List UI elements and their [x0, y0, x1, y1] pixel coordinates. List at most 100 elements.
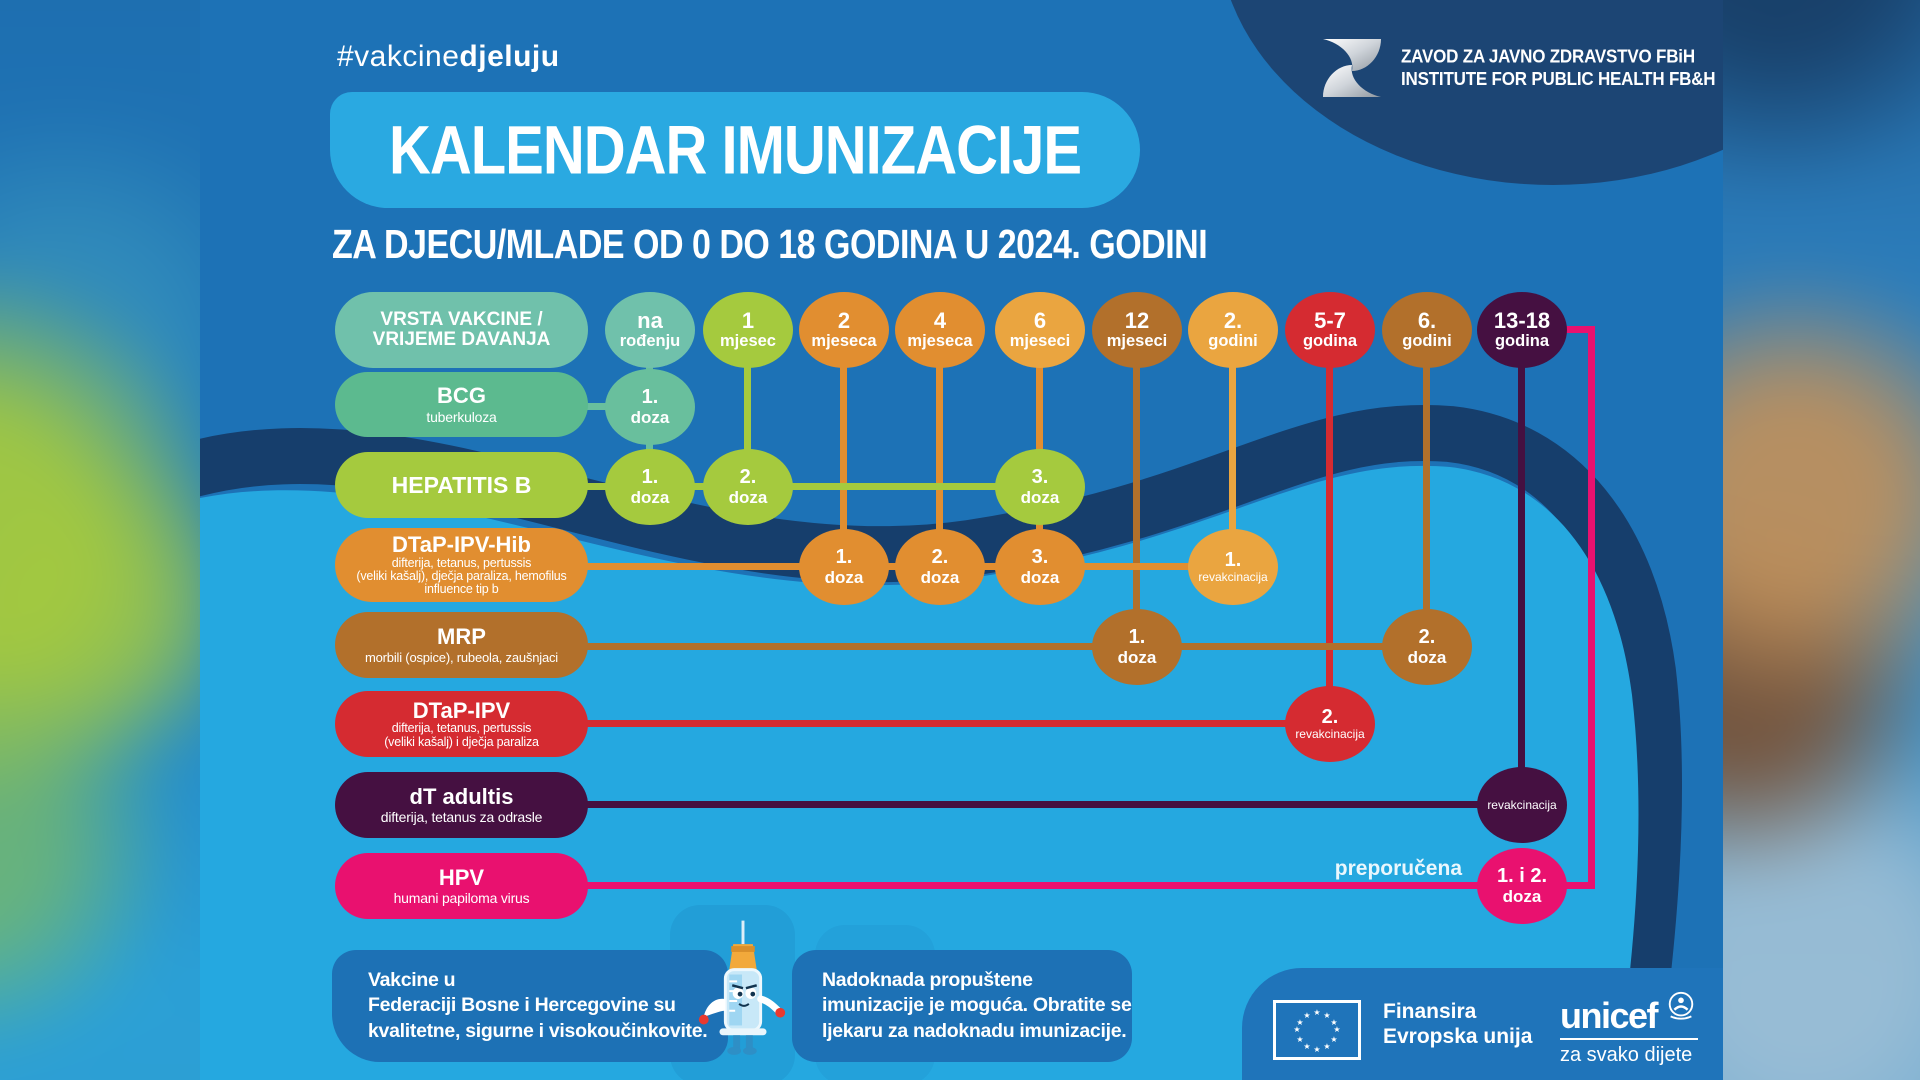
- row-pill-dtap-ipv-hib: DTaP-IPV-Hib difterija, tetanus, pertuss…: [335, 528, 588, 602]
- column-label: na: [637, 308, 663, 334]
- dose-label: doza: [1502, 886, 1542, 906]
- column-label: 5-7: [1314, 308, 1346, 334]
- line-2y-column: [1229, 355, 1236, 567]
- column-label: 13-18: [1493, 308, 1551, 334]
- row-pill-dtap-ipv: DTaP-IPV difterija, tetanus, pertussis (…: [335, 691, 588, 757]
- vaccine-name: BCG: [437, 383, 486, 409]
- column-label: godini: [1208, 331, 1258, 350]
- column-5-7-years: 5-7 godina: [1285, 292, 1375, 368]
- dose-hepb-1: 1. doza: [605, 449, 695, 525]
- row-pill-dt-adultis: dT adultis difterija, tetanus za odrasle: [335, 772, 588, 838]
- dose-hepb-2: 2. doza: [703, 449, 793, 525]
- note-panel-quality: Vakcine u Federaciji Bosne i Hercegovine…: [332, 950, 728, 1062]
- corner-line1: VRSTA VAKCINE /: [380, 308, 543, 330]
- dose-dtap-hib-3: 3. doza: [995, 529, 1085, 605]
- note-line: kvalitetne, sigurne i visokoučinkovite.: [368, 1019, 708, 1042]
- line-hpv-row: [580, 882, 1592, 889]
- row-pill-hpv: HPV humani papiloma virus: [335, 853, 588, 919]
- vaccine-desc: morbili (ospice), rubeola, zaušnjaci: [365, 649, 558, 665]
- unicef-tagline: za svako dijete: [1560, 1044, 1693, 1066]
- corner-header-pill: VRSTA VAKCINE / VRIJEME DAVANJA: [335, 292, 588, 368]
- note-line: ljekaru za nadoknadu imunizacije.: [822, 1019, 1127, 1042]
- eu-flag-icon: ★ ★ ★ ★ ★ ★ ★ ★ ★ ★ ★ ★: [1273, 1000, 1361, 1060]
- column-13-18-years: 13-18 godina: [1477, 292, 1567, 368]
- vaccine-desc: difterija, tetanus, pertussis: [391, 555, 532, 570]
- column-label: 2.: [1223, 308, 1243, 334]
- dose-number: 2.: [1321, 705, 1339, 728]
- line-1m-column: [744, 355, 751, 487]
- dose-dtap-hib-2: 2. doza: [895, 529, 985, 605]
- line-12m-column: [1133, 355, 1140, 647]
- dose-hpv-1-2: 1. i 2. doza: [1477, 848, 1567, 924]
- title-banner: KALENDAR IMUNIZACIJE: [330, 92, 1140, 208]
- dose-dtap-hib-1: 1. doza: [799, 529, 889, 605]
- hashtag-normal: #vakcine: [337, 40, 460, 73]
- line-6y-column: [1423, 355, 1430, 647]
- dose-number: 2.: [739, 466, 757, 489]
- dose-label: doza: [728, 487, 768, 507]
- column-label: mjeseci: [1106, 331, 1168, 350]
- poster-content: #vakcinedjeluju ZAVOD ZA JAVNO ZDRAVSTVO…: [200, 0, 1723, 1080]
- dose-label: doza: [630, 487, 670, 507]
- vaccine-desc: humani papiloma virus: [393, 890, 530, 907]
- dose-dt-adultis-revacc: revakcinacija: [1477, 767, 1567, 843]
- eu-funding-label: Finansira Evropska unija: [1383, 1000, 1532, 1050]
- line-hepb-row: [580, 483, 1040, 490]
- line-13-18y-column: [1518, 355, 1525, 805]
- blurred-backdrop-left: [0, 0, 200, 1080]
- dose-number: 1.: [1128, 626, 1146, 649]
- dose-number: 3.: [1031, 466, 1049, 489]
- column-label: godini: [1402, 331, 1452, 350]
- dose-mrp-2: 2. doza: [1382, 609, 1472, 685]
- column-12-months: 12 mjeseci: [1092, 292, 1182, 368]
- note-line: imunizacije je moguća. Obratite se: [822, 994, 1132, 1017]
- unicef-logo: unicef za svako dijete: [1560, 990, 1698, 1067]
- note-line: Nadoknada propuštene: [822, 968, 1033, 991]
- syringe-mascot-icon: [698, 920, 786, 1055]
- unicef-wordmark: unicef: [1560, 995, 1659, 1036]
- campaign-hashtag: #vakcinedjeluju: [337, 40, 560, 74]
- navy-wave: [200, 404, 1683, 1080]
- page-title: KALENDAR IMUNIZACIJE: [388, 111, 1082, 189]
- institute-logo-icon: [1323, 39, 1381, 97]
- dose-number: 3.: [1031, 546, 1049, 569]
- dose-label: doza: [630, 407, 670, 427]
- unicef-divider: [1560, 1038, 1698, 1040]
- page-subtitle: ZA DJECU/MLADE OD 0 DO 18 GODINA U 2024.…: [332, 222, 1208, 268]
- column-label: rođenju: [619, 331, 681, 350]
- column-label: mjeseci: [1009, 331, 1071, 350]
- dose-number: 2.: [1418, 626, 1436, 649]
- column-label: mjeseca: [907, 331, 973, 350]
- column-birth: na rođenju: [605, 292, 695, 368]
- dose-number: 1. i 2.: [1496, 865, 1548, 888]
- column-4-months: 4 mjeseca: [895, 292, 985, 368]
- corner-line2: VRIJEME DAVANJA: [372, 329, 551, 350]
- dose-hepb-3: 3. doza: [995, 449, 1085, 525]
- dose-label: doza: [1407, 647, 1447, 667]
- line-dt-adultis-row: [580, 801, 1522, 808]
- note-panel-catchup: Nadoknada propuštene imunizacije je mogu…: [792, 950, 1132, 1062]
- column-label: 4: [933, 308, 947, 334]
- unicef-globe-icon: [1665, 990, 1697, 1027]
- dose-label: revakcinacija: [1295, 727, 1365, 742]
- row-pill-mrp: MRP morbili (ospice), rubeola, zaušnjaci: [335, 612, 588, 678]
- vaccine-name: dT adultis: [409, 783, 514, 809]
- column-label: 2: [837, 308, 851, 334]
- hpv-recommended-label: preporučena: [1334, 857, 1462, 880]
- column-6-months: 6 mjeseci: [995, 292, 1085, 368]
- dose-number: 1.: [1224, 548, 1242, 571]
- column-label: mjeseca: [811, 331, 877, 350]
- dose-label: doza: [824, 567, 864, 587]
- dose-bcg-1: 1. doza: [605, 369, 695, 445]
- vaccine-name: MRP: [437, 624, 486, 650]
- vaccine-desc: (veliki kašalj), dječja paraliza, hemofi…: [356, 569, 567, 584]
- blurred-backdrop-right: [1723, 0, 1920, 1080]
- column-2-years: 2. godini: [1188, 292, 1278, 368]
- row-pill-hepatitis-b: HEPATITIS B: [335, 452, 588, 518]
- column-label: mjesec: [720, 331, 776, 350]
- dose-dtap-ipv-revacc-2: 2. revakcinacija: [1285, 686, 1375, 762]
- column-label: 6.: [1417, 308, 1437, 334]
- column-label: godina: [1494, 331, 1550, 350]
- dose-dtap-hib-revacc-1: 1. revakcinacija: [1188, 529, 1278, 605]
- vaccine-desc: tuberkuloza: [426, 408, 497, 425]
